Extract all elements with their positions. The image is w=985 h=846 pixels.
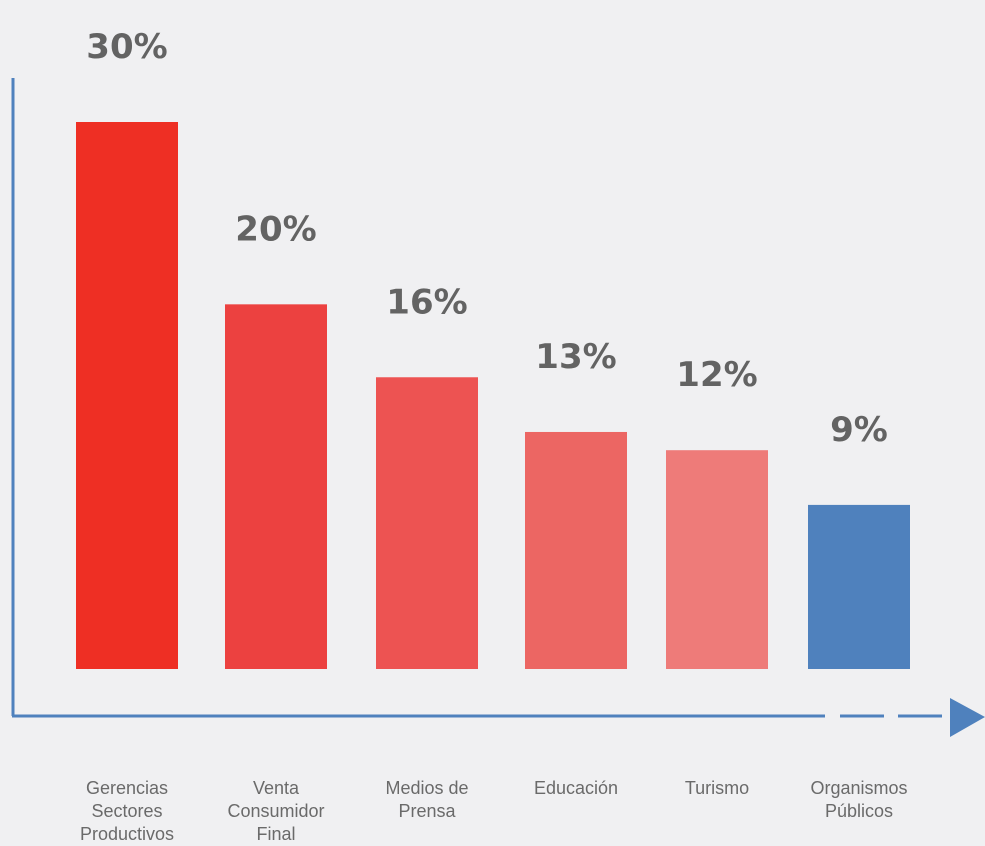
category-label-1: Gerencias Sectores Productivos <box>80 778 174 844</box>
category-label-line: Prensa <box>398 801 456 821</box>
category-label-4: Educación <box>534 778 618 798</box>
x-axis-arrow-icon <box>950 698 985 737</box>
category-label-5: Turismo <box>685 778 749 798</box>
bar-4 <box>525 431 627 669</box>
bar-5 <box>666 450 768 669</box>
value-label-2: 20% <box>235 209 316 249</box>
category-label-line: Productivos <box>80 824 174 844</box>
value-label-3: 16% <box>386 282 467 322</box>
category-label-line: Educación <box>534 778 618 798</box>
value-labels-group: 30% 20% 16% 13% 12% 9% <box>86 27 888 450</box>
category-label-line: Final <box>256 824 295 844</box>
value-label-4: 13% <box>535 337 616 377</box>
category-label-line: Venta <box>253 778 300 798</box>
category-label-line: Gerencias <box>86 778 168 798</box>
category-label-line: Sectores <box>91 801 162 821</box>
category-label-line: Turismo <box>685 778 749 798</box>
category-label-2: Venta Consumidor Final <box>227 778 324 844</box>
category-label-line: Consumidor <box>227 801 324 821</box>
bar-3 <box>376 377 478 669</box>
category-label-3: Medios de Prensa <box>385 778 468 821</box>
category-label-line: Organismos <box>810 778 907 798</box>
category-label-line: Medios de <box>385 778 468 798</box>
bar-6 <box>808 504 910 669</box>
value-label-1: 30% <box>86 27 167 67</box>
category-label-line: Públicos <box>825 801 893 821</box>
bar-1 <box>76 122 178 669</box>
value-label-6: 9% <box>830 410 888 450</box>
bar-2 <box>225 304 327 669</box>
bars-group <box>76 122 910 669</box>
category-label-6: Organismos Públicos <box>810 778 907 821</box>
category-labels-group: Gerencias Sectores Productivos Venta Consumi… <box>80 778 908 844</box>
value-label-5: 12% <box>676 355 757 395</box>
